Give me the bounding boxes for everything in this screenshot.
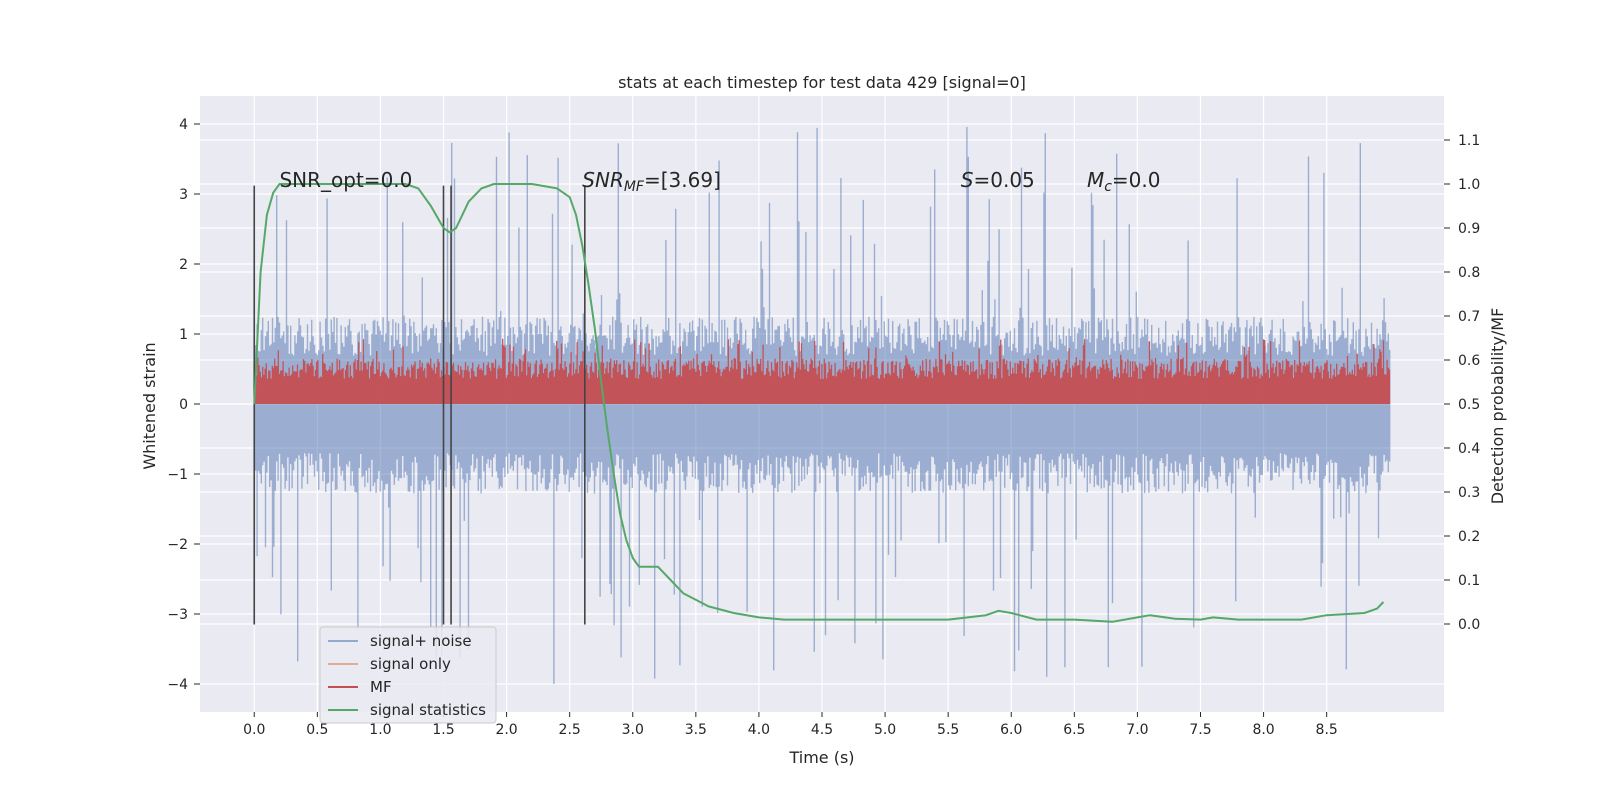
y-right-tick-label: 0.7	[1458, 309, 1480, 325]
x-tick-label: 5.5	[937, 722, 959, 738]
annotation: Mc=0.0	[1087, 168, 1161, 195]
y-right-tick-label: 0.6	[1458, 353, 1480, 369]
annotation: S=0.05	[961, 168, 1035, 192]
x-axis-label: Time (s)	[788, 748, 854, 767]
signal-statistics-series	[253, 183, 1385, 623]
y-right-tick-label: 0.9	[1458, 221, 1480, 237]
x-tick-label: 0.0	[243, 722, 265, 738]
annotation: SNRMF=[3.69]	[582, 168, 721, 195]
x-tick-label: 2.5	[559, 722, 581, 738]
y-tick-label: 1	[179, 327, 188, 343]
x-tick-label: 6.0	[1000, 722, 1022, 738]
legend-box	[319, 626, 497, 724]
legend-label-mf: MF	[370, 678, 392, 696]
x-tick-label: 4.0	[748, 722, 770, 738]
y-tick-label: 3	[179, 187, 188, 203]
x-tick-label: 4.5	[811, 722, 833, 738]
x-tick-label: 8.5	[1316, 722, 1338, 738]
y-tick-label: −3	[167, 607, 188, 623]
x-tick-label: 2.0	[495, 722, 517, 738]
x-tick-label: 3.0	[622, 722, 644, 738]
annotations: SNR_opt=0.0 SNRMF=[3.69] S=0.05 Mc=0.0	[279, 168, 1160, 195]
legend: signal+ noise signal only MF signal stat…	[319, 626, 497, 724]
y-tick-label: −4	[167, 677, 188, 693]
x-ticks: 0.0 0.5 1.0 1.5 2.0 2.5 3.0 3.5 4.0 4.5 5.0 5.5 6.0 6…	[243, 712, 1338, 738]
legend-label-signal-noise: signal+ noise	[370, 632, 472, 650]
y-right-tick-label: 0.3	[1458, 485, 1480, 501]
y-tick-label: 2	[179, 257, 188, 273]
y-tick-label: −2	[167, 537, 188, 553]
x-tick-label: 7.0	[1126, 722, 1148, 738]
y-right-tick-label: 0.8	[1458, 265, 1480, 281]
y-ticks: 4 3 2 1 0 −1 −2 −3 −4	[167, 117, 200, 693]
signal-statistics-line	[253, 183, 1385, 623]
x-tick-label: 0.5	[306, 722, 328, 738]
legend-label-signal-only: signal only	[370, 655, 451, 673]
x-tick-label: 5.0	[874, 722, 896, 738]
x-tick-label: 1.0	[369, 722, 391, 738]
y-right-tick-label: 1.1	[1458, 133, 1480, 149]
x-tick-label: 8.0	[1252, 722, 1274, 738]
y-right-tick-label: 0.5	[1458, 397, 1480, 413]
y-right-tick-label: 0.1	[1458, 573, 1480, 589]
y-tick-label: 0	[179, 397, 188, 413]
y-right-axis-label: Detection probability/MF	[1488, 308, 1507, 505]
chart-title: stats at each timestep for test data 429…	[618, 73, 1026, 92]
y-right-tick-label: 1.0	[1458, 177, 1480, 193]
x-tick-label: 1.5	[432, 722, 454, 738]
y-right-ticks: 1.1 1.0 0.9 0.8 0.7 0.6 0.5 0.4 0.3 0.2 0.1 0.0	[1444, 133, 1480, 633]
annotation: SNR_opt=0.0	[279, 168, 412, 192]
y-axis-label: Whitened strain	[140, 342, 159, 469]
y-tick-label: 4	[179, 117, 188, 133]
x-tick-label: 6.5	[1063, 722, 1085, 738]
x-tick-label: 7.5	[1189, 722, 1211, 738]
x-tick-label: 3.5	[685, 722, 707, 738]
y-right-tick-label: 0.2	[1458, 529, 1480, 545]
y-right-tick-label: 0.4	[1458, 441, 1480, 457]
y-right-tick-label: 0.0	[1458, 617, 1480, 633]
legend-label-signal-statistics: signal statistics	[370, 701, 486, 719]
y-tick-label: −1	[167, 467, 188, 483]
